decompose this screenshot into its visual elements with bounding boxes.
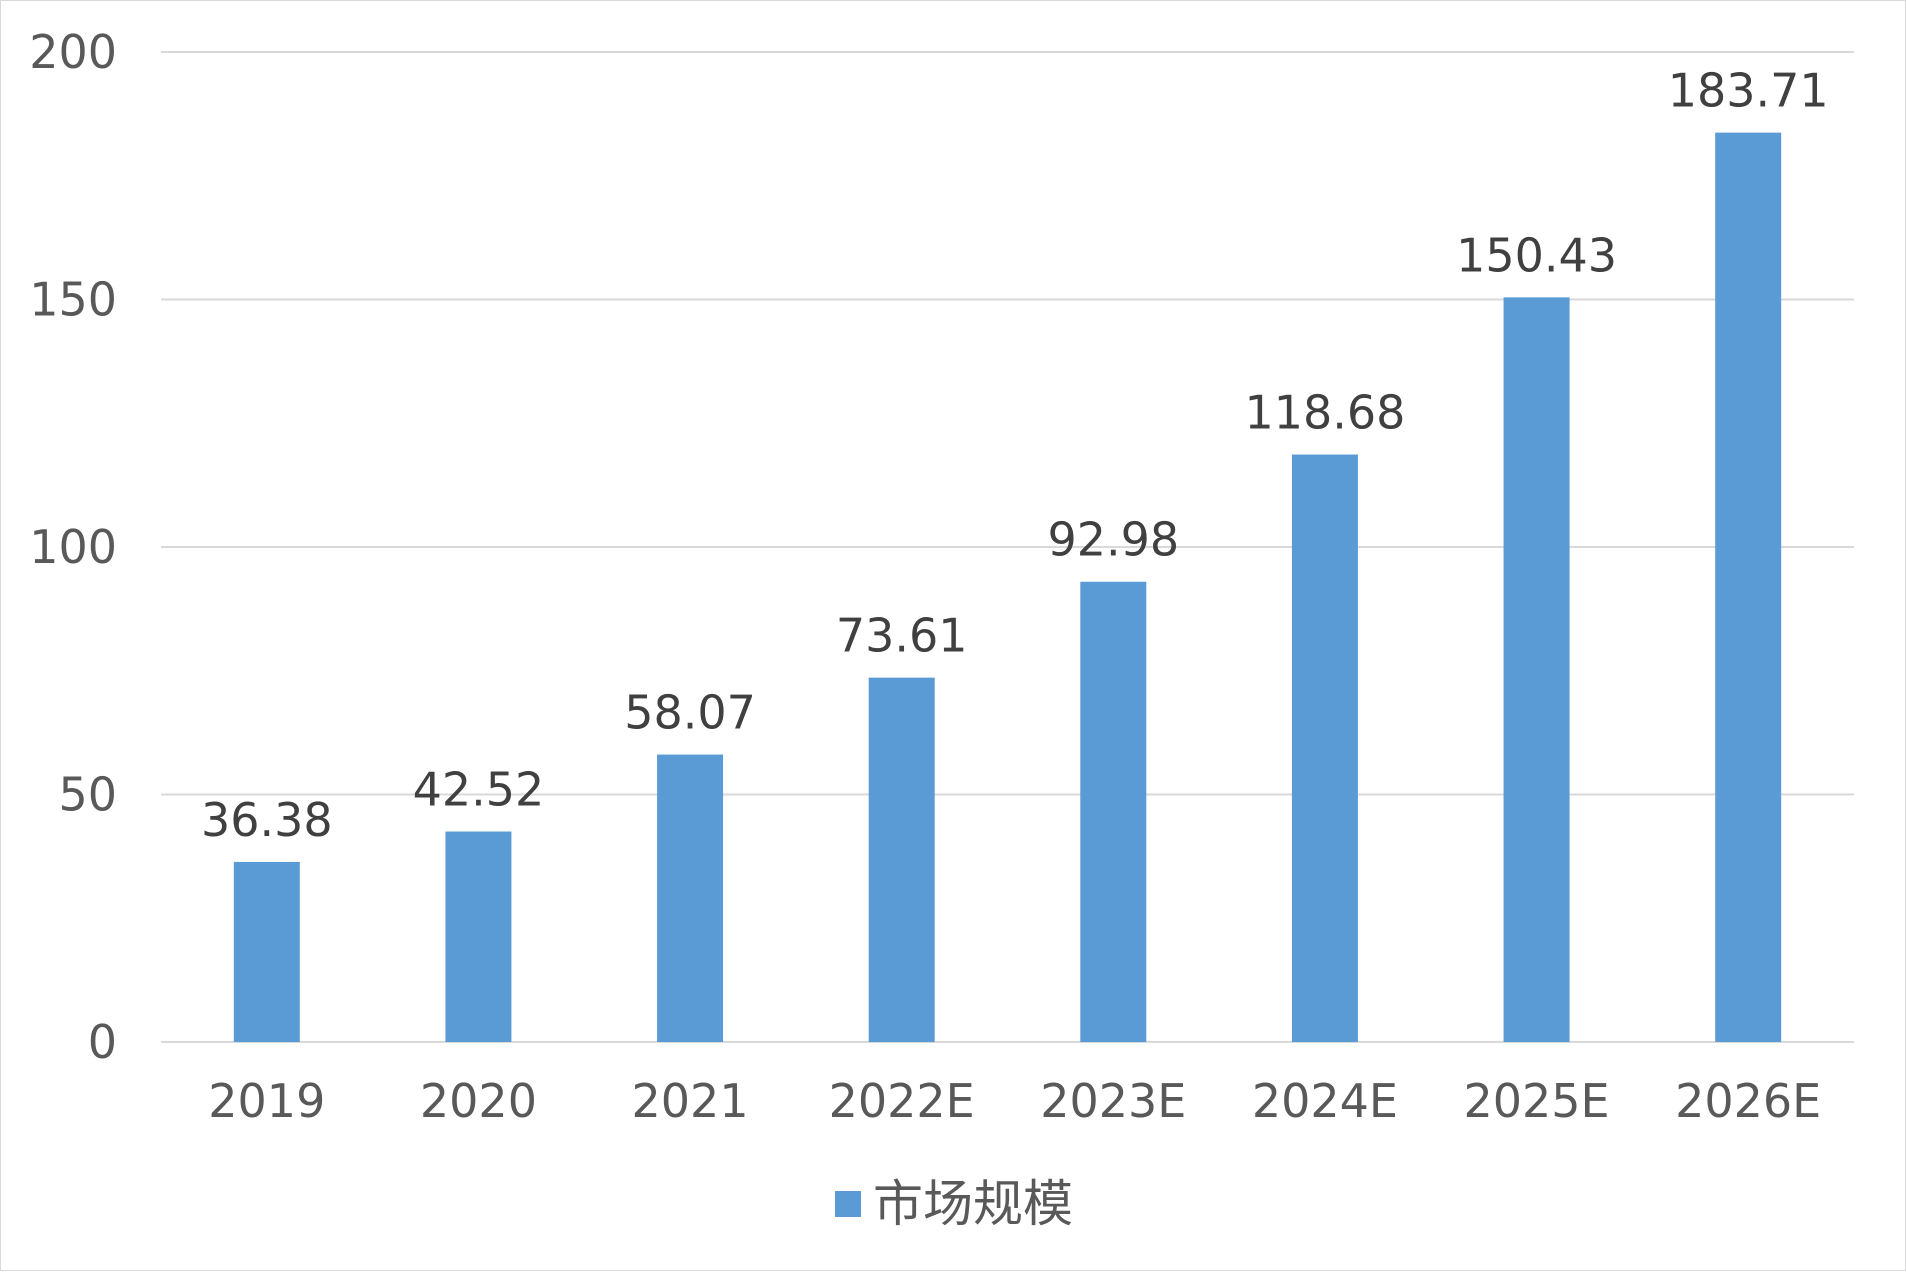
- x-tick-label: 2026E: [1675, 1074, 1821, 1128]
- data-label: 42.52: [413, 763, 545, 817]
- bar: [1080, 581, 1147, 1042]
- bar: [445, 831, 512, 1042]
- legend-label: 市场规模: [873, 1175, 1073, 1233]
- x-tick-label: 2022E: [829, 1074, 975, 1128]
- data-label: 118.68: [1244, 386, 1405, 440]
- data-label: 183.71: [1668, 64, 1829, 118]
- bar: [1715, 132, 1782, 1042]
- x-tick-label: 2024E: [1252, 1074, 1398, 1128]
- y-tick-label: 200: [29, 25, 117, 79]
- gridlines: [161, 51, 1854, 1043]
- data-label: 36.38: [201, 793, 333, 847]
- bars: [233, 132, 1782, 1043]
- x-tick-label: 2021: [632, 1074, 749, 1128]
- y-tick-label: 50: [58, 768, 117, 822]
- bar: [233, 861, 300, 1042]
- data-labels: 36.38 42.52 58.07 73.61 92.98 118.68 150.43 183…: [201, 64, 1829, 847]
- x-tick-label: 2019: [208, 1074, 325, 1128]
- legend-swatch: [835, 1191, 861, 1217]
- y-tick-label: 0: [88, 1015, 117, 1069]
- bar: [868, 677, 935, 1042]
- bar: [657, 754, 724, 1042]
- y-tick-label: 150: [29, 273, 117, 327]
- y-axis-tick-labels: 0 50 100 150 200: [29, 25, 117, 1069]
- legend: 市场规模: [835, 1175, 1073, 1233]
- y-tick-label: 100: [29, 520, 117, 574]
- data-label: 58.07: [624, 686, 756, 740]
- bar: [1503, 297, 1570, 1043]
- x-tick-label: 2025E: [1463, 1074, 1609, 1128]
- data-label: 92.98: [1047, 513, 1179, 567]
- x-tick-label: 2023E: [1040, 1074, 1186, 1128]
- x-tick-label: 2020: [420, 1074, 537, 1128]
- x-axis-tick-labels: 2019 2020 2021 2022E 2023E 2024E 2025E 2026E: [208, 1074, 1821, 1128]
- data-label: 150.43: [1456, 228, 1617, 282]
- data-label: 73.61: [836, 609, 968, 663]
- bar: [1291, 454, 1358, 1042]
